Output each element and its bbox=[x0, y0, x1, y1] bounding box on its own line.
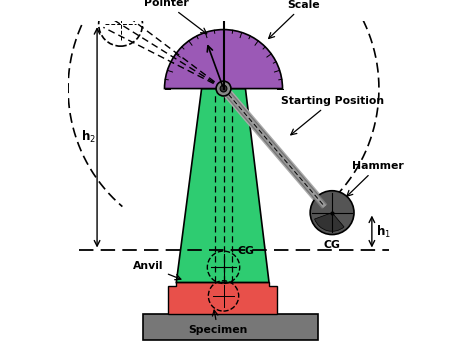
Text: Scale: Scale bbox=[269, 0, 320, 38]
Text: Hammer: Hammer bbox=[347, 161, 404, 196]
Text: Specimen: Specimen bbox=[188, 310, 247, 335]
Text: CG: CG bbox=[237, 246, 254, 256]
Wedge shape bbox=[164, 29, 283, 89]
Wedge shape bbox=[315, 213, 344, 231]
Text: End of
Swing: End of Swing bbox=[0, 358, 1, 359]
Polygon shape bbox=[176, 89, 269, 283]
Circle shape bbox=[220, 85, 227, 92]
Text: h$_2$: h$_2$ bbox=[81, 129, 96, 145]
Bar bbox=[143, 314, 318, 340]
Circle shape bbox=[216, 81, 231, 96]
Text: Starting Position: Starting Position bbox=[281, 96, 384, 135]
Circle shape bbox=[310, 191, 354, 234]
Text: CG: CG bbox=[324, 240, 340, 250]
Text: h$_1$: h$_1$ bbox=[376, 224, 391, 239]
Text: Anvil: Anvil bbox=[132, 261, 181, 280]
Text: Pointer: Pointer bbox=[144, 0, 207, 34]
Polygon shape bbox=[168, 283, 277, 314]
